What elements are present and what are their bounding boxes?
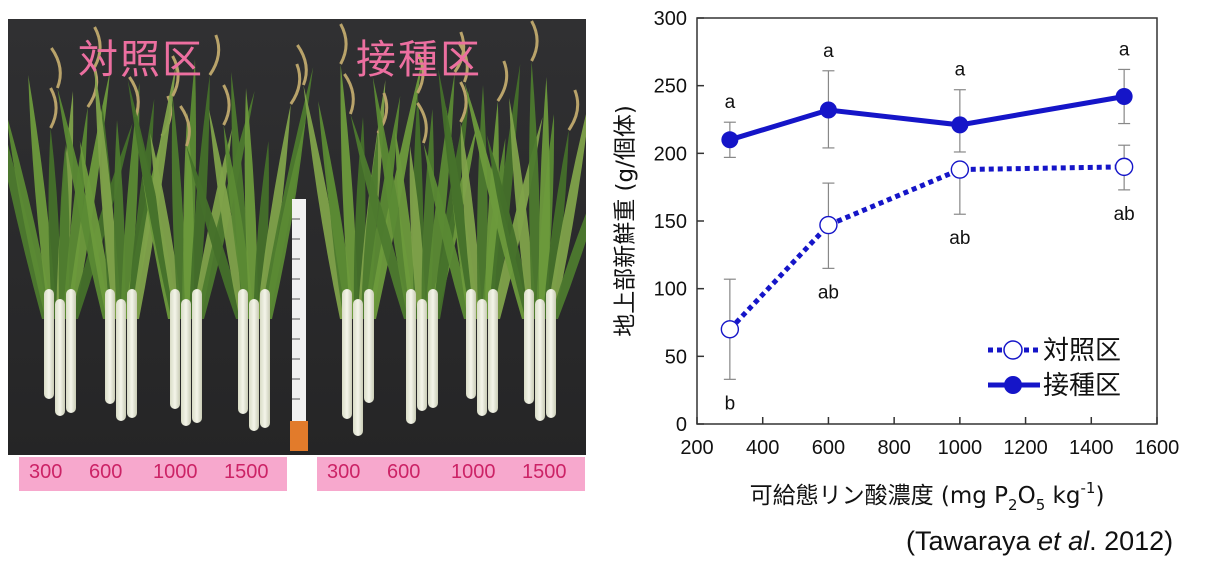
significance-label: a bbox=[725, 92, 736, 113]
y-tick-label: 200 bbox=[654, 143, 687, 165]
plant-photo: 対照区 接種区 bbox=[8, 19, 586, 455]
x-tick-label: 200 bbox=[680, 437, 713, 459]
dose-label: 1500 bbox=[522, 461, 567, 483]
dose-label: 300 bbox=[327, 461, 361, 483]
significance-label: ab bbox=[818, 282, 839, 303]
y-axis-title: 地上部新鮮重 (g/個体) bbox=[613, 105, 639, 337]
leek-illustration bbox=[8, 19, 586, 455]
series-control: b ab ab ab bbox=[720, 144, 1135, 414]
y-tick-label: 300 bbox=[654, 8, 687, 30]
x-tick-label: 1200 bbox=[1003, 437, 1048, 459]
significance-label: a bbox=[955, 60, 966, 81]
significance-label: b bbox=[725, 393, 736, 414]
x-tick-label: 800 bbox=[877, 437, 910, 459]
leek-bundle bbox=[457, 20, 586, 421]
dose-label: 1000 bbox=[451, 461, 496, 483]
x-tick-label: 1000 bbox=[938, 437, 983, 459]
x-axis-title: 可給態リン酸濃度 (mg P2O5 kg-1) bbox=[750, 479, 1105, 514]
legend-label-control: 対照区 bbox=[1043, 336, 1121, 366]
inoculated-plot-label: 接種区 bbox=[356, 37, 482, 83]
x-tick-label: 400 bbox=[746, 437, 779, 459]
dose-label: 1000 bbox=[153, 461, 198, 483]
data-point bbox=[950, 160, 970, 179]
dose-bar-control: 300 600 1000 1500 bbox=[19, 457, 287, 491]
control-plot-label: 対照区 bbox=[78, 37, 204, 83]
significance-label: a bbox=[1119, 39, 1130, 60]
dose-label: 600 bbox=[89, 461, 123, 483]
series-inoculated: a a a a bbox=[721, 39, 1133, 158]
significance-label: a bbox=[823, 41, 834, 62]
data-point bbox=[720, 320, 740, 339]
dose-bar-inoculated: 300 600 1000 1500 bbox=[317, 457, 585, 491]
series-line bbox=[729, 94, 1125, 143]
x-tick-label: 600 bbox=[812, 437, 845, 459]
data-point bbox=[721, 131, 739, 149]
dose-label: 1500 bbox=[224, 461, 269, 483]
y-tick-label: 50 bbox=[665, 346, 687, 368]
ruler bbox=[292, 199, 306, 429]
data-point bbox=[819, 215, 838, 235]
series-line bbox=[728, 164, 1125, 331]
y-tick-label: 150 bbox=[654, 211, 687, 233]
x-tick-label: 1400 bbox=[1069, 437, 1114, 459]
citation: (Tawaraya et al. 2012) bbox=[906, 526, 1174, 556]
legend-label-inoculated: 接種区 bbox=[1043, 371, 1121, 401]
legend-marker-control bbox=[1003, 340, 1023, 360]
legend-marker-inoculated bbox=[1004, 376, 1022, 394]
y-tick-label: 0 bbox=[676, 414, 687, 436]
leek-bundle bbox=[50, 26, 177, 421]
dose-label: 600 bbox=[387, 461, 421, 483]
significance-label: ab bbox=[1114, 204, 1135, 225]
legend: 対照区 接種区 bbox=[988, 336, 1121, 401]
dose-label: 300 bbox=[29, 461, 63, 483]
significance-label: ab bbox=[949, 228, 970, 249]
data-point bbox=[1114, 157, 1134, 177]
leek-bundle bbox=[179, 63, 314, 431]
y-tick-label: 100 bbox=[654, 279, 687, 301]
data-point bbox=[951, 116, 969, 134]
data-point bbox=[1115, 87, 1133, 105]
y-tick-label: 250 bbox=[654, 76, 687, 98]
data-point bbox=[819, 101, 837, 119]
x-tick-label: 1600 bbox=[1135, 437, 1180, 459]
